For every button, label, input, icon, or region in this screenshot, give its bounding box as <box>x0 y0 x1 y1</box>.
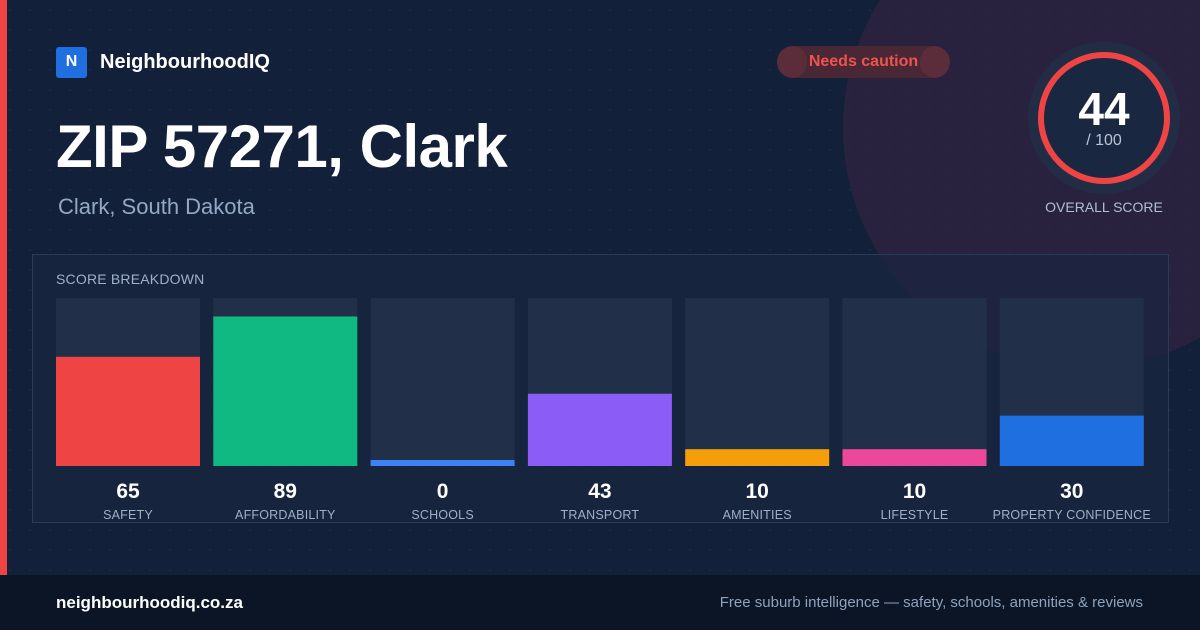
score-breakdown-title: SCORE BREAKDOWN <box>56 271 205 287</box>
bar-label-lifestyle: LIFESTYLE <box>880 508 949 522</box>
overall-score-max: / 100 <box>1086 132 1122 149</box>
footer-domain-link[interactable]: neighbourhoodiq.co.za <box>56 593 243 612</box>
bar-lifestyle <box>842 449 987 466</box>
bar-track-amenities <box>685 298 830 466</box>
bar-label-safety: SAFETY <box>103 508 153 522</box>
bar-label-property-confidence: PROPERTY CONFIDENCE <box>992 508 1151 522</box>
bar-value-affordability: 89 <box>273 480 297 503</box>
overall-score-ring <box>1028 42 1180 194</box>
score-ring-arc <box>1038 52 1170 184</box>
brand-logo-icon: N <box>56 46 87 78</box>
brand-name: NeighbourhoodIQ <box>100 50 270 73</box>
page-title: ZIP 57271, Clark <box>56 113 508 180</box>
footer <box>0 575 1200 630</box>
bar-label-schools: SCHOOLS <box>411 508 474 522</box>
accent-bar <box>0 0 7 575</box>
bar-value-schools: 0 <box>436 480 449 503</box>
page-subtitle: Clark, South Dakota <box>58 194 255 219</box>
footer-tagline: Free suburb intelligence — safety, schoo… <box>719 594 1143 611</box>
bar-value-lifestyle: 10 <box>902 480 927 503</box>
bar-label-amenities: AMENITIES <box>722 508 792 522</box>
score-breakdown-chart <box>56 298 1144 466</box>
bar-schools <box>370 460 515 466</box>
bar-amenities <box>685 449 830 466</box>
bar-safety <box>56 356 200 466</box>
status-badge-label: Needs caution <box>808 53 919 70</box>
bar-property-confidence <box>999 415 1144 466</box>
bar-transport <box>527 393 672 466</box>
bar-value-transport: 43 <box>588 480 612 503</box>
overall-score-label: OVERALL SCORE <box>1045 199 1163 215</box>
bar-track-schools <box>370 298 515 466</box>
bar-value-property-confidence: 30 <box>1060 480 1084 503</box>
bar-label-transport: TRANSPORT <box>560 508 640 522</box>
bar-affordability <box>213 316 358 466</box>
status-badge: Needs caution <box>777 46 950 78</box>
overall-score-value: 44 <box>1078 83 1130 135</box>
bar-value-amenities: 10 <box>745 480 769 503</box>
brand[interactable]: N NeighbourhoodIQ <box>56 46 270 78</box>
bar-track-lifestyle <box>842 298 987 466</box>
bar-label-affordability: AFFORDABILITY <box>235 508 336 522</box>
bar-value-safety: 65 <box>116 480 140 503</box>
